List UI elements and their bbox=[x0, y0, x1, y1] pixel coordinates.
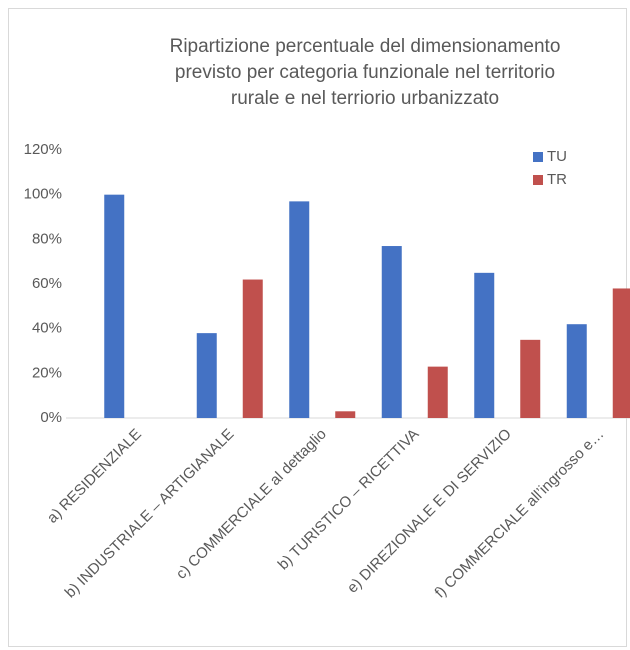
y-tick-label: 20% bbox=[32, 364, 62, 381]
bar bbox=[289, 201, 310, 418]
bar bbox=[474, 272, 495, 418]
bar bbox=[196, 333, 217, 418]
chart-title: Ripartizione percentuale del dimensionam… bbox=[169, 36, 561, 109]
y-tick-label: 120% bbox=[24, 141, 62, 158]
x-tick-label: e) DIREZIONALE E DI SERVIZIO bbox=[344, 426, 515, 597]
bar bbox=[520, 339, 541, 418]
legend-swatch bbox=[533, 152, 543, 162]
x-tick-label: b) INDUSTRIALE – ARTIGIANALE bbox=[62, 426, 238, 602]
legend-label: TR bbox=[547, 171, 567, 188]
bar bbox=[566, 324, 587, 418]
y-tick-label: 60% bbox=[32, 275, 62, 292]
y-tick-label: 0% bbox=[40, 409, 62, 426]
bar bbox=[612, 288, 630, 418]
bar bbox=[427, 366, 448, 418]
y-tick-label: 100% bbox=[24, 186, 62, 203]
legend-swatch bbox=[533, 175, 543, 185]
bar bbox=[335, 411, 356, 418]
bar bbox=[381, 246, 402, 418]
x-tick-label: a) RESIDENZIALE bbox=[44, 426, 145, 527]
legend-label: TU bbox=[547, 148, 567, 165]
x-tick-label: c) COMMERCIALE al dettaglio bbox=[173, 426, 330, 583]
y-tick-label: 80% bbox=[32, 230, 62, 247]
y-tick-label: 40% bbox=[32, 320, 62, 337]
x-tick-label: f) COMMERCIALE all’ingrosso e… bbox=[432, 426, 608, 602]
bar bbox=[242, 279, 263, 418]
bar bbox=[104, 194, 125, 418]
